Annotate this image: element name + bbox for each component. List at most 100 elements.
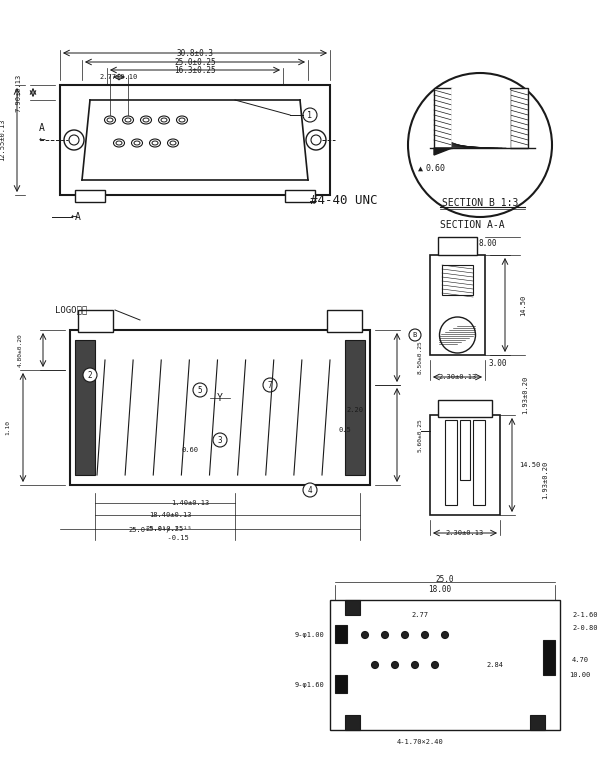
Ellipse shape (170, 141, 176, 145)
Ellipse shape (371, 662, 379, 669)
Text: 7.90±0.13: 7.90±0.13 (15, 74, 21, 112)
Ellipse shape (122, 116, 134, 124)
Bar (473, 420, 485, 505)
Ellipse shape (401, 631, 409, 639)
Text: 1.10: 1.10 (5, 420, 11, 435)
Circle shape (303, 108, 317, 122)
Text: 2.77±0.10: 2.77±0.10 (100, 74, 138, 80)
Text: ←: ← (38, 135, 46, 145)
Ellipse shape (442, 631, 448, 639)
Ellipse shape (131, 139, 143, 147)
Text: 3: 3 (218, 436, 223, 444)
Bar (327, 310, 362, 332)
Text: 14.50: 14.50 (520, 294, 526, 316)
Ellipse shape (125, 118, 131, 122)
Text: #4-40 UNC: #4-40 UNC (310, 194, 377, 207)
Bar (345, 715, 360, 730)
Text: 9-φ1.60: 9-φ1.60 (295, 682, 325, 688)
Text: 4-1.70×2.40: 4-1.70×2.40 (397, 739, 443, 745)
Text: 14.50: 14.50 (520, 462, 541, 468)
Text: 9-φ1.00: 9-φ1.00 (295, 632, 325, 638)
Text: 16.3±0.25: 16.3±0.25 (174, 66, 216, 74)
Bar (60, 85, 330, 195)
Text: 30.8±0.3: 30.8±0.3 (176, 48, 214, 57)
Ellipse shape (143, 118, 149, 122)
Text: Y: Y (217, 392, 223, 402)
Ellipse shape (152, 141, 158, 145)
Text: ←: ← (71, 212, 77, 222)
Circle shape (303, 483, 317, 497)
Bar (70, 330, 370, 485)
Circle shape (408, 73, 552, 217)
Bar (438, 237, 477, 255)
Ellipse shape (391, 662, 398, 669)
Ellipse shape (140, 116, 151, 124)
Ellipse shape (361, 631, 368, 639)
Ellipse shape (104, 116, 116, 124)
Bar (75, 190, 105, 202)
Text: 0.60: 0.60 (426, 163, 446, 172)
Circle shape (193, 383, 207, 397)
Text: 0.5: 0.5 (338, 427, 352, 433)
Text: 12.55±0.13: 12.55±0.13 (0, 119, 5, 162)
Circle shape (69, 135, 79, 145)
Text: 7: 7 (268, 381, 272, 389)
Bar (345, 340, 365, 475)
Text: 25.0: 25.0 (436, 575, 454, 584)
Text: 5: 5 (197, 385, 202, 394)
Circle shape (83, 368, 97, 382)
Bar (335, 625, 347, 643)
Bar (430, 415, 500, 515)
Text: 2.84: 2.84 (487, 662, 503, 668)
Text: 2.30±0.13: 2.30±0.13 (446, 530, 484, 536)
Text: 2.20: 2.20 (346, 407, 364, 413)
Bar (442, 265, 473, 295)
Text: 4.80±0.20: 4.80±0.20 (17, 333, 23, 367)
Text: 25.0±0.25: 25.0±0.25 (174, 57, 216, 67)
Bar (430, 255, 485, 355)
Circle shape (311, 135, 321, 145)
Circle shape (64, 130, 84, 150)
Ellipse shape (161, 118, 167, 122)
Ellipse shape (116, 141, 122, 145)
Text: ▲: ▲ (418, 163, 422, 172)
Text: 1.93±0.20: 1.93±0.20 (542, 461, 548, 499)
Ellipse shape (158, 116, 170, 124)
Bar (434, 88, 452, 148)
Ellipse shape (149, 139, 161, 147)
Text: 1.40±0.13: 1.40±0.13 (171, 500, 209, 506)
Bar (530, 715, 545, 730)
Circle shape (439, 317, 475, 353)
Ellipse shape (134, 141, 140, 145)
Bar (75, 340, 95, 475)
Circle shape (263, 378, 277, 392)
Circle shape (306, 130, 326, 150)
Text: 10.00: 10.00 (569, 672, 590, 678)
Text: 3.00: 3.00 (488, 358, 507, 368)
Bar (345, 600, 360, 615)
Circle shape (409, 329, 421, 341)
Bar (78, 310, 113, 332)
Bar (330, 600, 560, 730)
Text: 18.00: 18.00 (428, 585, 452, 594)
Bar (438, 400, 492, 417)
Bar (543, 640, 555, 675)
Bar (335, 675, 347, 693)
Ellipse shape (412, 662, 419, 669)
Text: 25.0+0.25: 25.0+0.25 (146, 526, 184, 532)
Text: 5.60±0.25: 5.60±0.25 (418, 418, 422, 452)
Text: B: B (413, 332, 417, 338)
Text: 8.00: 8.00 (478, 238, 497, 247)
Bar (285, 190, 315, 202)
Text: 4.70: 4.70 (571, 657, 589, 663)
Text: -0.15: -0.15 (142, 535, 188, 541)
Text: 0.60: 0.60 (182, 447, 199, 453)
Polygon shape (434, 148, 452, 155)
Text: 18.40±0.13: 18.40±0.13 (149, 512, 191, 518)
Polygon shape (452, 88, 510, 148)
Ellipse shape (107, 118, 113, 122)
Ellipse shape (179, 118, 185, 122)
Text: 1: 1 (307, 110, 313, 119)
Bar (460, 420, 470, 480)
Ellipse shape (382, 631, 389, 639)
